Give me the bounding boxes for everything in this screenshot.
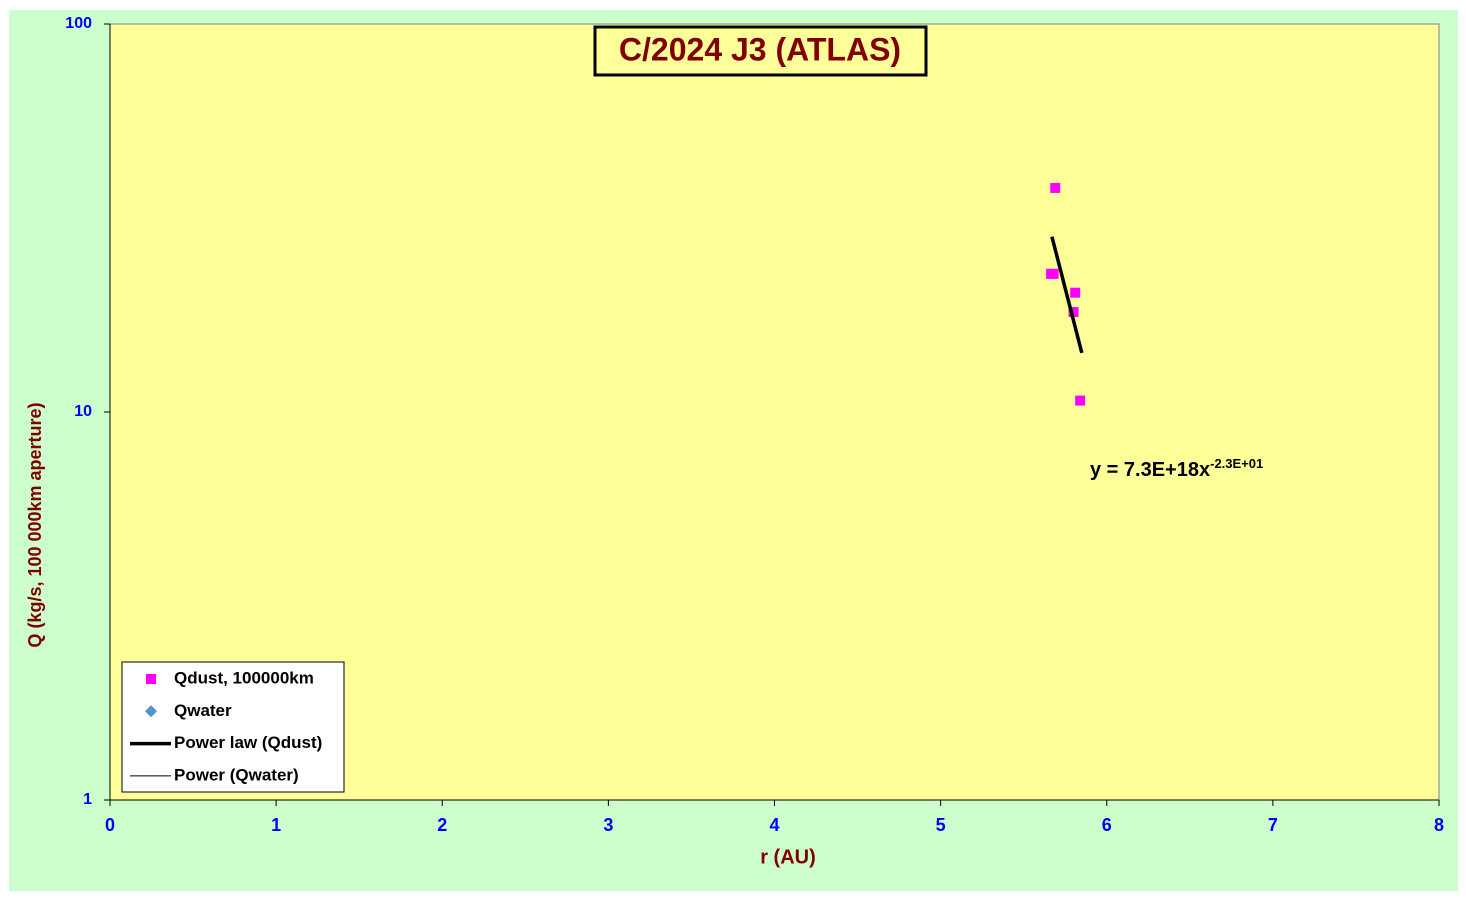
x-tick-label: 8 (1434, 815, 1444, 835)
y-tick-label: 1 (83, 791, 92, 808)
y-tick-label: 100 (65, 15, 92, 32)
x-tick-label: 2 (437, 815, 447, 835)
y-axis-label: Q (kg/s, 100 000km aperture) (25, 402, 45, 647)
marker-square (1068, 307, 1079, 318)
title-box (593, 25, 928, 77)
legend-label: Power (Qwater) (174, 765, 299, 784)
x-tick-label: 7 (1268, 815, 1278, 835)
legend-label: Power law (Qdust) (174, 733, 322, 752)
x-tick-label: 1 (271, 815, 281, 835)
equation-exponent: -2.3E+01 (1210, 456, 1263, 471)
x-axis-label: r (AU) (760, 846, 816, 868)
marker-square (1048, 268, 1059, 279)
x-tick-label: 3 (603, 815, 613, 835)
equation-text: y = 7.3E+18x (1090, 459, 1210, 481)
chart-title: C/2024 J3 (ATLAS) (619, 31, 901, 67)
legend-label: Qwater (174, 701, 232, 720)
marker-square (146, 674, 156, 684)
legend (121, 661, 345, 793)
y-tick-label: 10 (74, 403, 92, 420)
marker-square (1075, 395, 1086, 406)
legend-label: Qdust, 100000km (174, 668, 314, 687)
trendline (1050, 236, 1084, 354)
marker-square (1070, 287, 1081, 298)
x-tick-label: 4 (769, 815, 779, 835)
marker-diamond (145, 705, 157, 718)
x-tick-label: 6 (1102, 815, 1112, 835)
trendline-equation: y = 7.3E+18x-2.3E+01 (1090, 456, 1263, 481)
x-tick-label: 5 (936, 815, 946, 835)
x-tick-label: 0 (105, 815, 115, 835)
marker-square (1050, 182, 1061, 193)
